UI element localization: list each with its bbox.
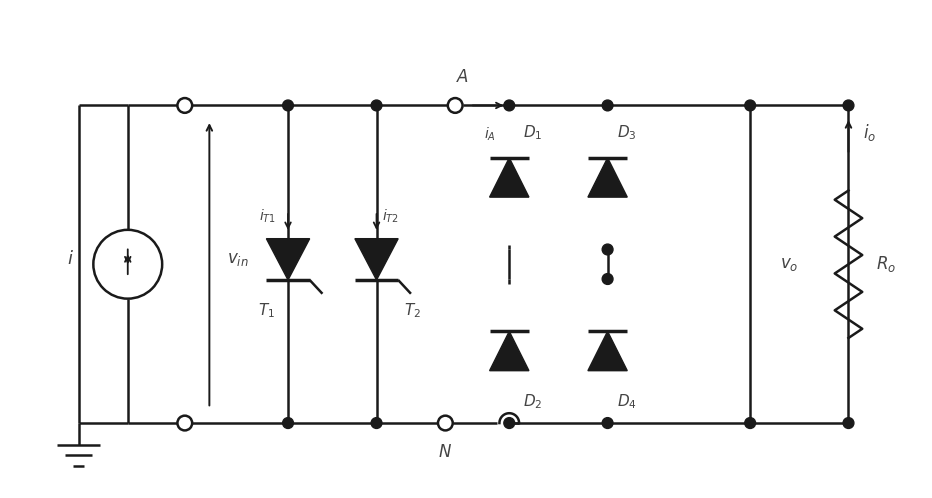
Text: $i_o$: $i_o$ — [863, 123, 876, 143]
Polygon shape — [489, 331, 529, 371]
Circle shape — [438, 416, 453, 430]
Text: $D_3$: $D_3$ — [617, 124, 637, 142]
Text: $D_1$: $D_1$ — [523, 124, 542, 142]
Circle shape — [371, 100, 382, 111]
Circle shape — [177, 416, 192, 430]
Circle shape — [602, 100, 613, 111]
Text: $N$: $N$ — [438, 443, 452, 461]
Circle shape — [602, 244, 613, 255]
Circle shape — [177, 98, 192, 113]
Text: $v_o$: $v_o$ — [780, 255, 799, 273]
Text: $D_2$: $D_2$ — [523, 392, 542, 411]
Circle shape — [602, 418, 613, 428]
Polygon shape — [489, 158, 529, 197]
Circle shape — [504, 418, 514, 428]
Circle shape — [843, 100, 854, 111]
Polygon shape — [267, 239, 309, 280]
Polygon shape — [588, 158, 627, 197]
Circle shape — [371, 418, 382, 428]
Circle shape — [447, 98, 462, 113]
Text: $A$: $A$ — [457, 68, 470, 86]
Text: $R_o$: $R_o$ — [876, 254, 897, 274]
Circle shape — [282, 418, 294, 428]
Text: $v_{in}$: $v_{in}$ — [227, 250, 249, 268]
Text: $i_A$: $i_A$ — [484, 125, 496, 142]
Text: $i_{T1}$: $i_{T1}$ — [259, 207, 276, 225]
Text: $T_2$: $T_2$ — [404, 302, 421, 320]
Circle shape — [282, 100, 294, 111]
Text: $i$: $i$ — [67, 250, 75, 268]
Polygon shape — [355, 239, 398, 280]
Circle shape — [745, 418, 756, 428]
Circle shape — [602, 273, 613, 284]
Text: $T_1$: $T_1$ — [258, 302, 275, 320]
Polygon shape — [588, 331, 627, 371]
Circle shape — [504, 100, 514, 111]
Circle shape — [843, 418, 854, 428]
Circle shape — [745, 100, 756, 111]
Text: $D_4$: $D_4$ — [617, 392, 637, 411]
Text: $i_{T2}$: $i_{T2}$ — [382, 207, 400, 225]
